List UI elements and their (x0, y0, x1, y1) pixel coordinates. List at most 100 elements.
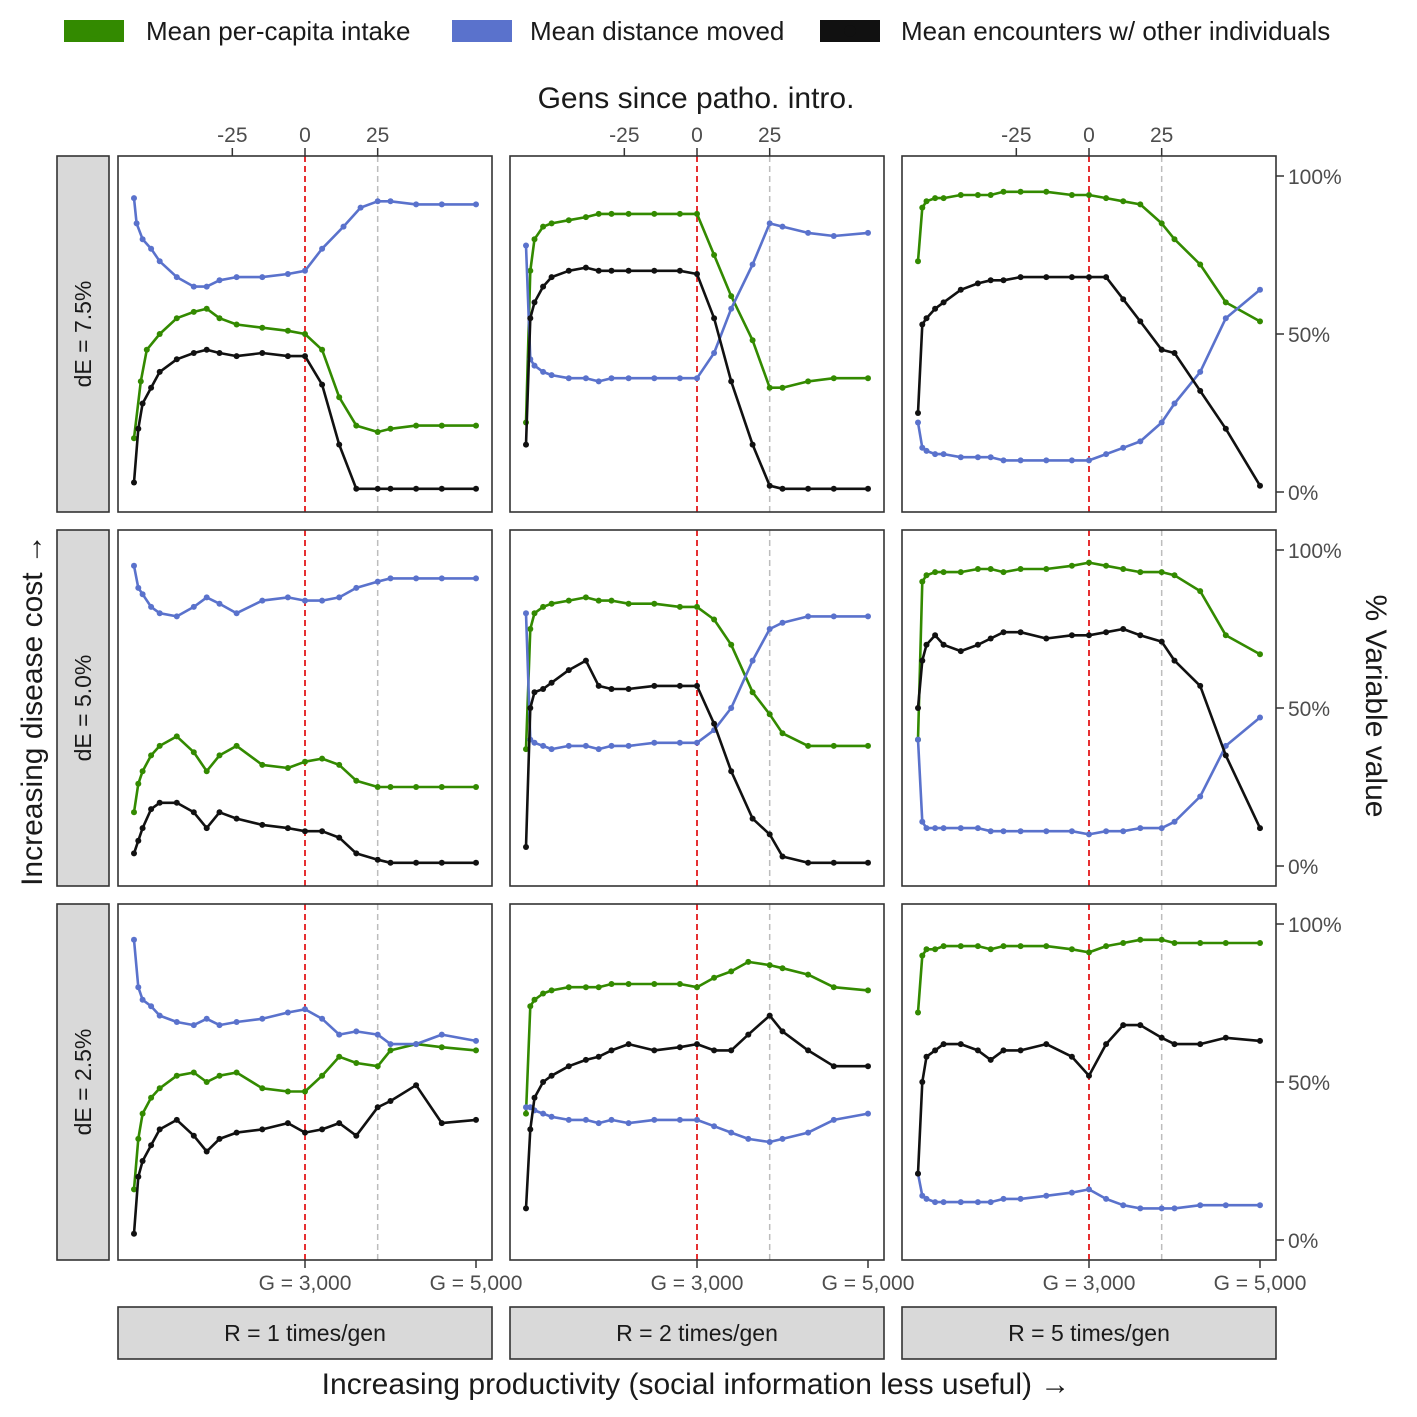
data-point (1257, 286, 1263, 293)
data-point (387, 784, 394, 790)
data-point (779, 1135, 786, 1142)
data-point (1000, 569, 1007, 576)
data-point (582, 264, 589, 271)
series-group (131, 562, 479, 866)
facet-panel (901, 903, 1277, 1261)
data-point (1068, 632, 1075, 639)
data-point (131, 936, 137, 943)
data-point (1103, 451, 1110, 458)
data-point (923, 825, 930, 832)
data-point (728, 1047, 735, 1054)
data-point (779, 730, 786, 737)
data-point (932, 451, 939, 458)
right-axis-tick-label: 100% (1288, 166, 1342, 189)
data-point (1171, 818, 1178, 825)
data-point (565, 375, 572, 382)
data-point (1197, 682, 1204, 689)
data-point (830, 1063, 837, 1070)
data-point (830, 613, 837, 620)
data-point (1222, 299, 1229, 306)
data-point (284, 825, 291, 832)
data-point (805, 1047, 812, 1054)
data-point (923, 946, 930, 953)
data-point (143, 346, 150, 353)
data-point (565, 1063, 572, 1070)
data-point (284, 1120, 291, 1127)
data-point (374, 198, 381, 205)
data-point (548, 600, 555, 607)
data-point (531, 362, 538, 369)
data-point (940, 195, 947, 202)
data-point (548, 1072, 555, 1079)
data-point (1000, 1047, 1007, 1054)
data-point (1137, 632, 1144, 639)
data-point (1017, 188, 1024, 195)
right-axis-tick-label: 100% (1288, 914, 1342, 937)
column-strip-label: R = 2 times/gen (616, 1320, 778, 1346)
data-point (711, 252, 718, 258)
data-point (1222, 1034, 1229, 1041)
data-point (203, 1015, 210, 1022)
data-point (923, 572, 930, 579)
data-point (830, 742, 837, 749)
data-point (1197, 387, 1204, 394)
data-point (190, 1022, 197, 1029)
data-point (413, 1041, 420, 1048)
right-axis-tick-label: 50% (1288, 324, 1330, 347)
data-point (203, 768, 210, 775)
panel-border (509, 529, 885, 887)
data-point (711, 720, 718, 727)
data-point (302, 1088, 308, 1095)
data-point (1137, 318, 1144, 325)
data-point (1068, 1189, 1075, 1196)
legend-label-encounters: Mean encounters w/ other individuals (901, 16, 1330, 46)
data-point (139, 1158, 146, 1164)
data-point (595, 984, 602, 991)
data-point (216, 600, 223, 607)
data-point (595, 1053, 602, 1060)
right-axis-tick-label: 50% (1288, 1072, 1330, 1095)
data-point (133, 220, 140, 227)
data-point (694, 603, 700, 610)
data-point (1000, 828, 1007, 835)
data-point (940, 641, 947, 648)
data-point (473, 422, 479, 429)
series-group (523, 210, 871, 492)
data-point (1017, 566, 1024, 572)
data-point (728, 768, 735, 775)
data-point (745, 1031, 752, 1038)
data-point (805, 613, 812, 620)
data-point (805, 859, 812, 866)
top-axis-tick-label: 0 (299, 124, 311, 147)
data-point (540, 1110, 547, 1117)
data-point (595, 597, 602, 604)
data-point (932, 1047, 939, 1054)
data-point (1086, 559, 1092, 566)
data-point (625, 1120, 632, 1127)
data-point (259, 350, 266, 356)
data-point (135, 425, 142, 432)
data-point (1222, 940, 1229, 946)
data-point (676, 603, 683, 610)
data-point (974, 566, 981, 572)
data-point (940, 569, 947, 576)
data-point (1197, 588, 1204, 595)
data-point (779, 384, 786, 391)
series-group (523, 594, 871, 866)
data-point (173, 733, 180, 740)
data-point (1257, 482, 1263, 489)
data-point (923, 198, 930, 205)
data-point (302, 828, 308, 835)
panel-border (117, 529, 493, 887)
bottom-axis-tick-label: G = 3,000 (651, 1272, 744, 1295)
data-point (1197, 1041, 1204, 1048)
data-point (259, 597, 266, 604)
data-point (749, 261, 756, 268)
top-axis-title: Gens since patho. intro. (538, 82, 855, 115)
facet-panel (509, 155, 885, 513)
data-point (190, 308, 197, 315)
top-axis-tick-label: -25 (217, 124, 247, 147)
data-point (473, 1116, 479, 1123)
data-point (1043, 274, 1050, 281)
top-axis-tick-label: 25 (366, 124, 389, 147)
